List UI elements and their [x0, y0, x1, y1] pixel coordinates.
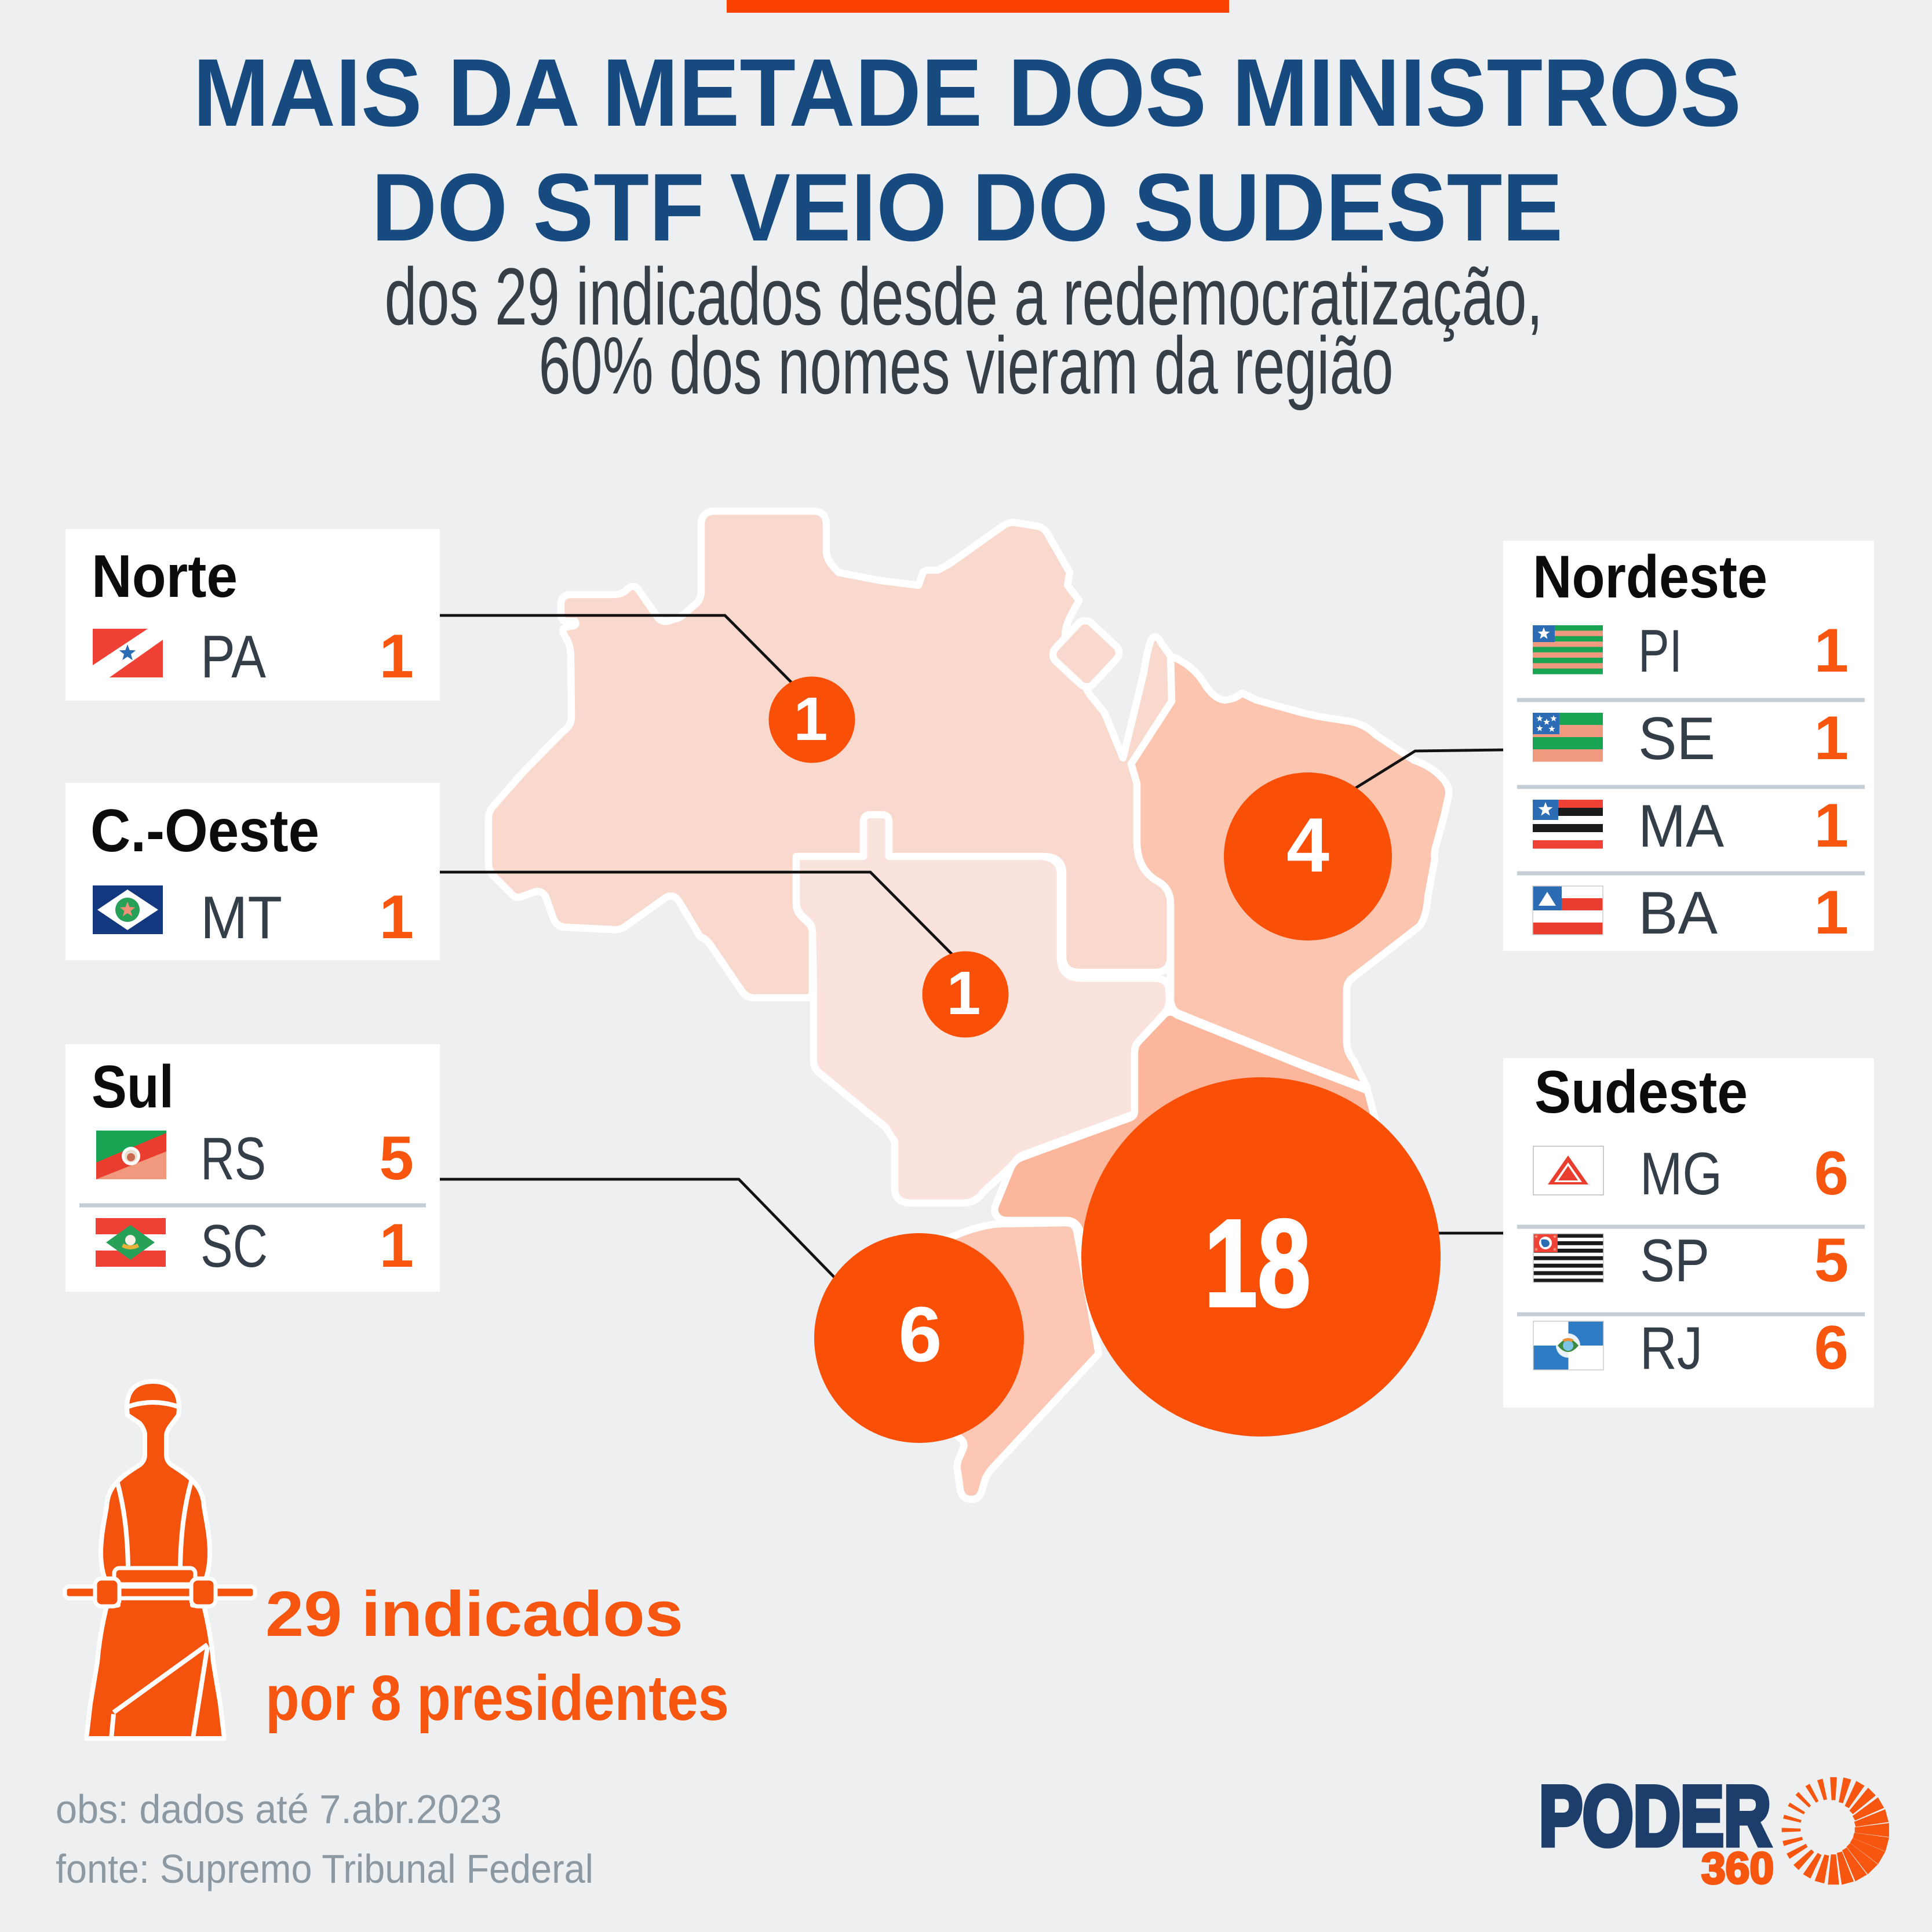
- svg-text:5: 5: [379, 1123, 414, 1193]
- svg-text:RS: RS: [201, 1125, 266, 1193]
- svg-text:obs: dados até 7.abr.2023: obs: dados até 7.abr.2023: [56, 1787, 502, 1832]
- svg-text:DO STF VEIO DO SUDESTE: DO STF VEIO DO SUDESTE: [371, 154, 1563, 261]
- svg-text:MT: MT: [201, 884, 282, 952]
- svg-text:C.-Oeste: C.-Oeste: [90, 797, 319, 865]
- svg-text:1: 1: [379, 882, 414, 952]
- svg-text:6: 6: [1814, 1313, 1849, 1382]
- svg-text:fonte: Supremo Tribunal Federa: fonte: Supremo Tribunal Federal: [56, 1846, 593, 1891]
- svg-text:18: 18: [1204, 1193, 1311, 1333]
- svg-text:1: 1: [1814, 877, 1849, 947]
- svg-text:MAIS DA METADE DOS MINISTROS: MAIS DA METADE DOS MINISTROS: [193, 39, 1741, 147]
- svg-text:Nordeste: Nordeste: [1533, 544, 1767, 611]
- svg-text:MA: MA: [1638, 793, 1725, 860]
- svg-text:SP: SP: [1640, 1227, 1709, 1295]
- svg-text:6: 6: [1814, 1138, 1849, 1208]
- svg-text:SC: SC: [201, 1213, 268, 1280]
- svg-text:Sudeste: Sudeste: [1534, 1059, 1748, 1126]
- svg-text:BA: BA: [1638, 880, 1718, 947]
- svg-text:Norte: Norte: [92, 543, 238, 610]
- svg-text:1: 1: [1814, 703, 1849, 772]
- svg-text:360: 360: [1701, 1844, 1774, 1893]
- svg-text:1: 1: [1814, 615, 1849, 685]
- svg-text:por 8 presidentes: por 8 presidentes: [265, 1663, 729, 1734]
- svg-text:5: 5: [1814, 1225, 1849, 1295]
- svg-text:29 indicados: 29 indicados: [265, 1579, 683, 1650]
- svg-text:RJ: RJ: [1640, 1315, 1703, 1382]
- svg-text:MG: MG: [1640, 1140, 1722, 1208]
- svg-text:Sul: Sul: [92, 1054, 174, 1121]
- svg-text:1: 1: [1814, 790, 1849, 860]
- svg-text:1: 1: [379, 1211, 414, 1280]
- svg-text:60% dos nomes vieram da região: 60% dos nomes vieram da região: [539, 320, 1394, 411]
- svg-text:6: 6: [898, 1291, 942, 1378]
- svg-text:1: 1: [379, 621, 414, 691]
- svg-text:PI: PI: [1638, 618, 1682, 685]
- svg-text:SE: SE: [1638, 705, 1715, 772]
- svg-text:4: 4: [1286, 803, 1329, 888]
- svg-text:PA: PA: [201, 624, 267, 691]
- svg-text:PODER: PODER: [1539, 1769, 1771, 1863]
- svg-text:dos 29 indicados desde a redem: dos 29 indicados desde a redemocratizaçã…: [385, 251, 1543, 342]
- svg-text:1: 1: [947, 959, 981, 1027]
- svg-text:1: 1: [794, 685, 828, 753]
